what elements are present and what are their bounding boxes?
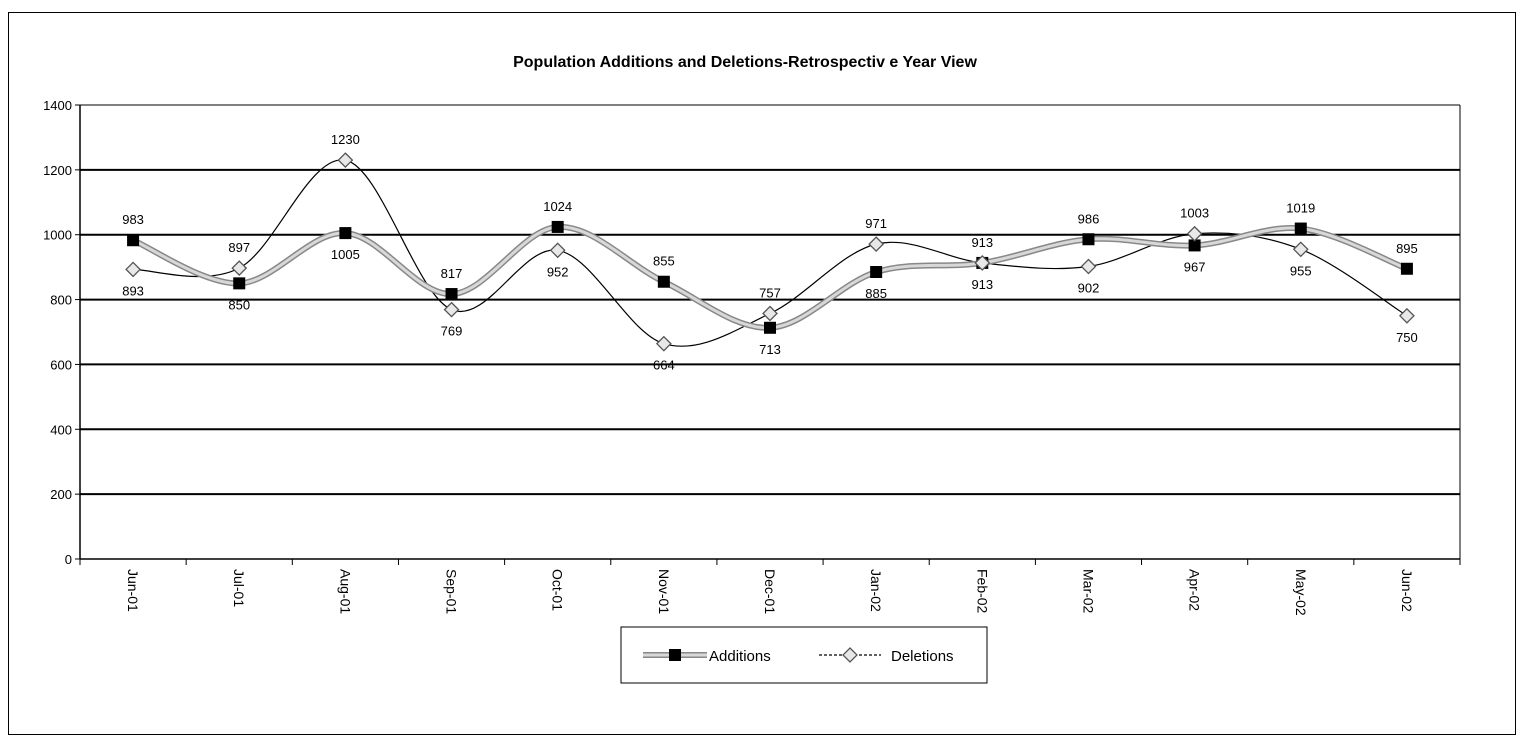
data-label: 757 xyxy=(759,286,781,301)
deletions-point xyxy=(549,242,566,259)
additions-point xyxy=(551,220,564,233)
data-label: 893 xyxy=(122,283,144,298)
data-label: 885 xyxy=(865,286,887,301)
chart-title: Population Additions and Deletions-Retro… xyxy=(513,54,977,71)
data-label: 983 xyxy=(122,212,144,227)
x-tick-label: Mar-02 xyxy=(1080,569,1096,614)
y-tick-label: 1000 xyxy=(43,228,72,243)
x-tick-label: Apr-02 xyxy=(1187,569,1203,611)
y-tick-label: 1400 xyxy=(43,98,72,113)
data-label: 750 xyxy=(1396,330,1418,345)
y-tick-label: 200 xyxy=(50,487,72,502)
data-label: 855 xyxy=(653,254,675,269)
y-tick-label: 800 xyxy=(50,293,72,308)
data-label: 1024 xyxy=(543,199,572,214)
x-tick-label: Sep-01 xyxy=(444,569,460,614)
y-tick-label: 600 xyxy=(50,357,72,372)
y-tick-label: 0 xyxy=(65,552,72,567)
deletions-point xyxy=(125,261,141,278)
legend-additions-marker xyxy=(669,649,681,661)
data-label: 952 xyxy=(547,264,569,279)
x-tick-label: Dec-01 xyxy=(762,569,778,614)
deletions-point xyxy=(337,152,354,169)
data-label: 1005 xyxy=(331,247,360,262)
deletions-point xyxy=(1292,241,1309,258)
x-tick-label: Jul-01 xyxy=(231,569,247,607)
x-tick-label: Aug-01 xyxy=(337,569,353,614)
legend-additions-label: Additions xyxy=(709,648,771,665)
data-label: 967 xyxy=(1184,259,1206,274)
x-tick-label: Jun-01 xyxy=(125,569,141,612)
data-label: 1019 xyxy=(1286,201,1315,216)
legend-deletions-label: Deletions xyxy=(891,648,954,665)
additions-point xyxy=(233,277,246,290)
data-label: 1003 xyxy=(1180,206,1209,221)
additions-point xyxy=(1400,262,1413,275)
deletions-point xyxy=(1186,225,1203,242)
deletions-point xyxy=(974,255,991,271)
data-label: 902 xyxy=(1078,280,1100,295)
data-label: 913 xyxy=(971,235,993,250)
y-tick-label: 1200 xyxy=(43,163,72,178)
data-label: 1230 xyxy=(331,132,360,147)
deletions-point xyxy=(231,260,248,277)
data-label: 664 xyxy=(653,358,675,373)
x-tick-label: Feb-02 xyxy=(974,569,990,614)
additions-point xyxy=(764,321,776,334)
additions-point xyxy=(445,288,458,301)
additions-point xyxy=(1294,222,1307,235)
data-label: 897 xyxy=(228,240,250,255)
x-tick-label: Jan-02 xyxy=(868,569,884,612)
x-tick-label: Nov-01 xyxy=(656,569,672,614)
additions-point xyxy=(1188,239,1201,252)
x-tick-label: May-02 xyxy=(1293,569,1309,616)
y-tick-label: 400 xyxy=(50,422,72,437)
x-tick-label: Oct-01 xyxy=(550,569,566,611)
additions-point xyxy=(127,234,140,247)
additions-point xyxy=(870,266,883,279)
deletions-point xyxy=(443,301,460,318)
x-tick-label: Jun-02 xyxy=(1399,569,1415,612)
data-label: 913 xyxy=(971,277,993,292)
additions-point xyxy=(339,227,352,240)
deletions-point xyxy=(762,305,778,322)
data-label: 986 xyxy=(1078,211,1100,226)
additions-point xyxy=(1082,233,1095,246)
data-label: 850 xyxy=(228,297,250,312)
data-label: 955 xyxy=(1290,263,1312,278)
line-chart: Population Additions and Deletions-Retro… xyxy=(43,54,1461,684)
data-label: 895 xyxy=(1396,241,1418,256)
data-label: 817 xyxy=(441,266,463,281)
chart-frame: Population Additions and Deletions-Retro… xyxy=(8,12,1516,735)
legend-deletions-marker xyxy=(842,647,858,663)
deletions-point xyxy=(1399,307,1415,324)
deletions-point xyxy=(868,236,885,253)
additions-point xyxy=(657,275,670,288)
data-label: 971 xyxy=(865,216,887,231)
deletions-point xyxy=(655,335,672,352)
data-label: 713 xyxy=(759,342,781,357)
data-label: 769 xyxy=(441,324,463,339)
deletions-point xyxy=(1080,258,1097,275)
